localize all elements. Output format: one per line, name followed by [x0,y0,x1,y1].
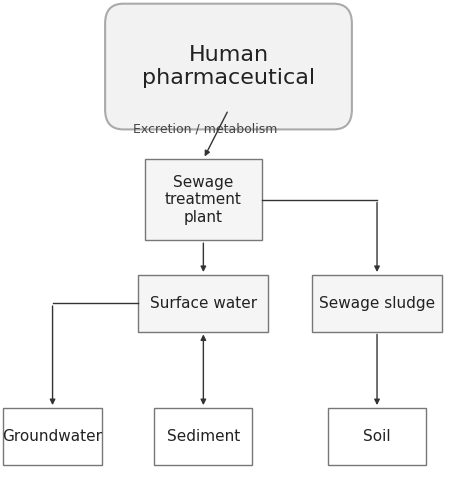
Text: Groundwater: Groundwater [3,429,102,444]
Text: Human
pharmaceutical: Human pharmaceutical [142,45,315,88]
FancyBboxPatch shape [105,4,352,130]
FancyBboxPatch shape [312,275,442,331]
Text: Sewage
treatment
plant: Sewage treatment plant [165,175,242,225]
FancyBboxPatch shape [328,408,426,464]
FancyBboxPatch shape [4,408,101,464]
FancyBboxPatch shape [145,159,261,241]
FancyBboxPatch shape [154,408,252,464]
Text: Excretion / metabolism: Excretion / metabolism [133,122,277,135]
Text: Sewage sludge: Sewage sludge [319,296,435,311]
Text: Soil: Soil [363,429,391,444]
FancyBboxPatch shape [138,275,268,331]
Text: Sediment: Sediment [167,429,240,444]
Text: Surface water: Surface water [150,296,257,311]
